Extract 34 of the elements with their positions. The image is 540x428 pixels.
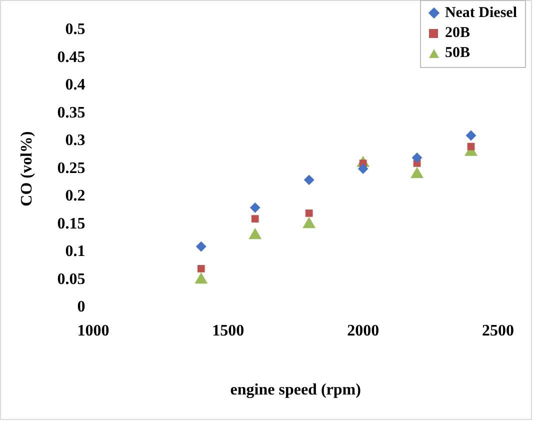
point [250,202,260,213]
y-tick-label: 0.2 [65,188,86,205]
point [302,217,316,228]
point [197,265,205,272]
x-tick-label: 1000 [77,322,110,340]
y-tick-label: 0.45 [57,48,86,66]
x-tick-label: 2000 [347,322,380,340]
y-tick-label: 0.1 [65,243,86,260]
point [467,142,475,150]
x-axis-title: engine speed (rpm) [230,382,361,399]
y-tick-label: 0.05 [57,270,86,288]
y-tick-label: 0.25 [57,160,86,177]
point [410,167,424,178]
point [248,228,262,240]
point [196,242,206,252]
y-tick-label: 0 [77,298,86,316]
y-tick-label: 0.4 [65,76,86,94]
point [305,210,313,217]
y-tick-label: 0.35 [57,104,86,122]
point [466,130,476,140]
legend-label: Neat Diesel [444,4,517,22]
x-tick-label: 1500 [212,322,244,340]
y-tick-label: 0.15 [57,215,86,232]
y-axis-title: CO (vol%) [18,131,36,206]
point [195,272,208,284]
point [412,152,422,163]
legend-label: 50B [444,44,470,62]
point [251,215,259,222]
y-tick-label: 0.3 [65,132,86,150]
y-tick-label: 0.5 [65,21,86,38]
legend-label: 20B [444,24,470,42]
x-tick-label: 2500 [482,322,514,340]
point [358,164,368,174]
point [304,174,314,185]
